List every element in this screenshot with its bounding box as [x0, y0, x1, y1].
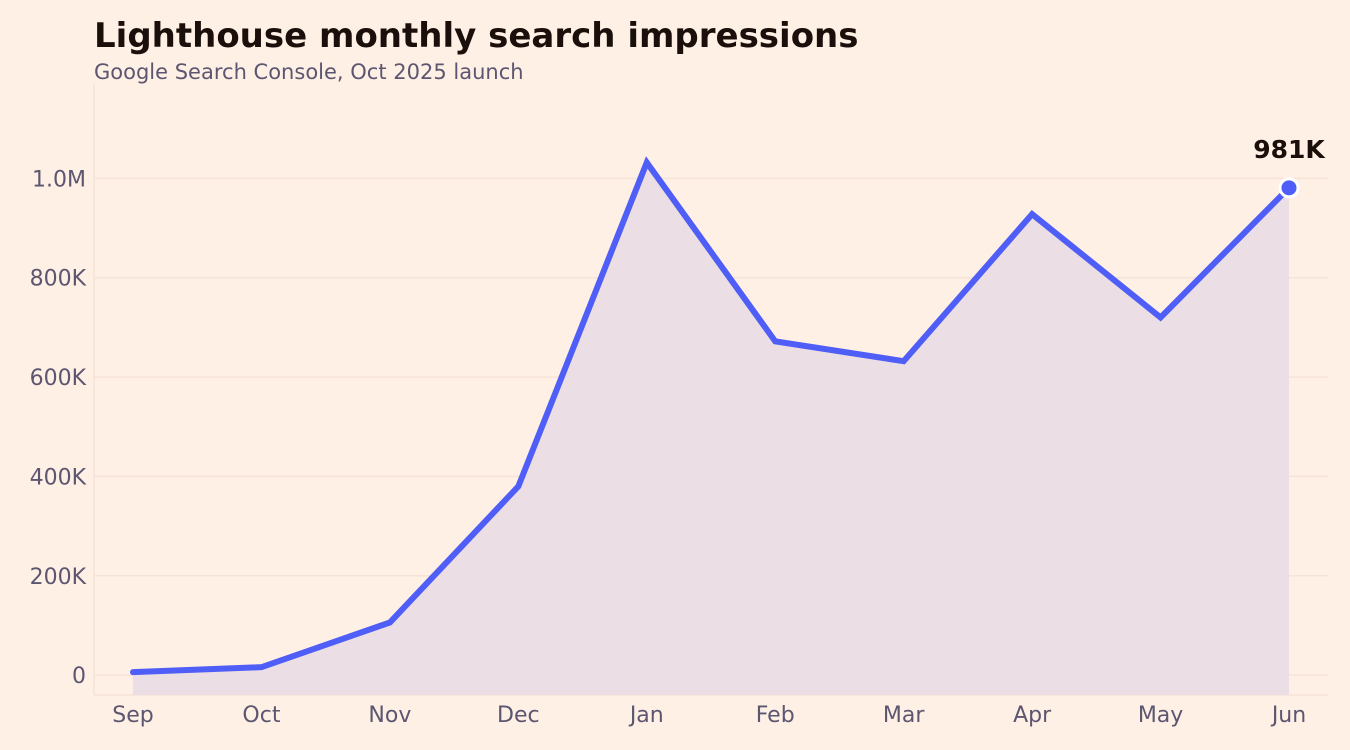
x-tick-label-nov: Nov: [368, 703, 411, 728]
x-tick-label-apr: Apr: [1013, 703, 1052, 728]
y-tick-label-1: 200K: [30, 565, 87, 590]
x-tick-label-jun: Jun: [1270, 703, 1306, 728]
end-point-marker: [1278, 177, 1300, 199]
x-tick-label-oct: Oct: [242, 703, 280, 728]
series-line: [130, 156, 1292, 676]
series-area: [133, 162, 1289, 695]
x-tick-label-mar: Mar: [883, 703, 925, 728]
chart-title: Lighthouse monthly search impressions: [94, 16, 859, 56]
x-tick-label-dec: Dec: [497, 703, 540, 728]
y-tick-label-3: 600K: [30, 366, 87, 391]
x-tick-label-feb: Feb: [756, 703, 795, 728]
y-tick-label-2: 400K: [30, 465, 87, 490]
chart-subtitle: Google Search Console, Oct 2025 launch: [94, 60, 524, 84]
x-tick-label-may: May: [1138, 703, 1183, 728]
y-tick-label-4: 800K: [30, 267, 87, 292]
x-tick-label-jan: Jan: [628, 703, 664, 728]
y-tick-label-0: 0: [72, 664, 86, 689]
y-tick-label-5: 1.0M: [32, 167, 86, 192]
x-tick-label-sep: Sep: [112, 703, 153, 728]
end-point-label: 981K: [1253, 135, 1326, 164]
